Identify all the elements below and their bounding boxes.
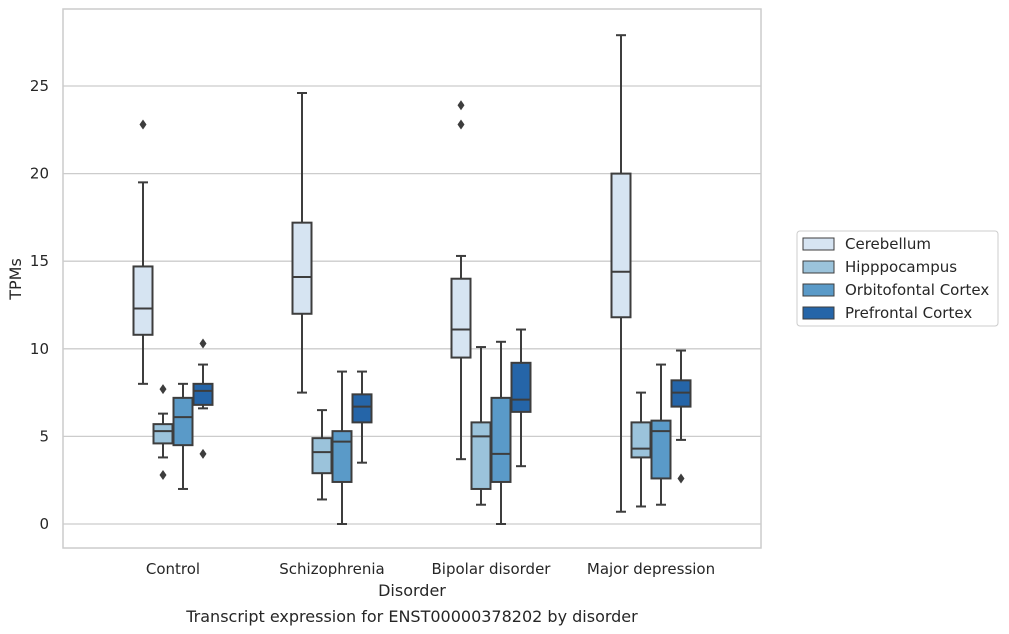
x-tick-labels: Control Schizophrenia Bipolar disorder Majo… [146,560,715,578]
x-tick-label: Major depression [587,560,715,578]
outlier-point [199,338,207,349]
legend-swatch [802,283,835,297]
box-iqr [650,419,672,480]
box-iqr [450,277,472,359]
box-0-2 [172,382,194,490]
box-iqr [132,265,154,336]
box-3-3 [670,349,692,484]
box-iqr [490,396,512,483]
box-iqr [470,421,492,490]
box-1-0 [291,92,313,394]
outlier-point [677,473,685,484]
box-iqr [630,421,652,459]
legend-label: Prefrontal Cortex [845,304,972,322]
box-2-2 [490,340,512,525]
outlier-point [457,119,465,130]
x-axis-label: Disorder [378,581,446,600]
box-iqr [172,396,194,447]
legend-swatch [802,260,835,274]
legend-label: Cerebellum [845,235,931,253]
y-axis-label: TPMs [6,258,25,301]
x-tick-label: Schizophrenia [279,560,384,578]
y-tick-label: 20 [30,165,49,183]
outlier-point [159,384,167,395]
box-iqr [610,172,632,319]
box-iqr [331,430,353,483]
box-iqr [351,393,373,424]
y-tick-label: 25 [30,77,49,95]
box-iqr [291,221,313,315]
outlier-point [199,448,207,459]
legend-label: Orbitofontal Cortex [845,281,989,299]
outlier-point [139,119,147,130]
chart-caption: Transcript expression for ENST0000037820… [185,607,638,626]
box-3-1 [630,391,652,508]
box-1-2 [331,370,353,525]
y-tick-labels: 0 5 10 15 20 25 [30,77,49,533]
outlier-point [159,469,167,480]
box-3-2 [650,363,672,506]
y-tick-label: 10 [30,340,49,358]
outlier-point [457,100,465,111]
box-iqr [192,382,214,406]
legend-swatch [802,306,835,320]
x-tick-label: Bipolar disorder [432,560,552,578]
y-tick-label: 5 [39,427,49,445]
boxes [132,34,692,525]
box-3-0 [610,34,632,513]
box-1-3 [351,370,373,464]
box-iqr [510,361,532,413]
x-tick-label: Control [146,560,200,578]
y-tick-label: 0 [39,515,49,533]
legend-frame [796,230,999,327]
legend-swatch [802,237,835,251]
box-2-3 [510,328,532,468]
box-iqr [152,423,174,445]
legend: Cerebellum Hipppocampus Orbitofontal Corte… [796,230,999,327]
box-2-0 [450,100,472,461]
box-0-3 [192,338,214,459]
box-1-1 [311,409,333,501]
box-0-0 [132,119,154,385]
box-2-1 [470,346,492,506]
box-iqr [311,437,333,475]
legend-label: Hipppocampus [845,258,957,276]
y-tick-label: 15 [30,252,49,270]
